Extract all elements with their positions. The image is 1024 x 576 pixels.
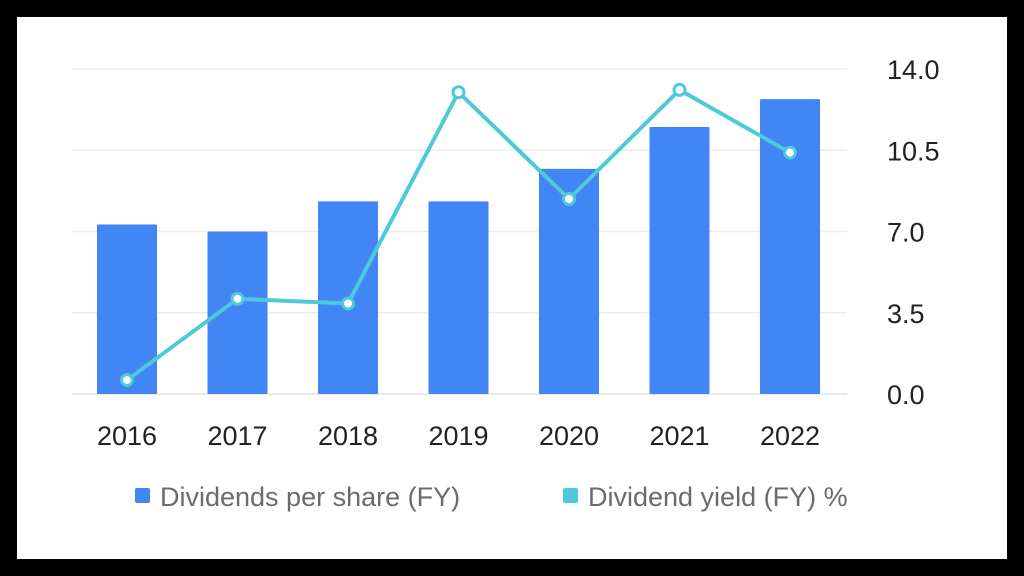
y-tick-label: 7.0 — [887, 218, 925, 248]
x-tick-label: 2021 — [649, 421, 709, 451]
x-tick-label: 2016 — [97, 421, 157, 451]
bars — [97, 99, 820, 395]
bar-2020[interactable] — [539, 168, 599, 394]
y-tick-label: 14.0 — [887, 55, 940, 85]
y-axis-ticks: 0.0 3.5 7.0 10.5 14.0 — [887, 55, 940, 410]
y-tick-label: 3.5 — [887, 299, 925, 329]
yield-point-2016[interactable] — [120, 373, 134, 388]
x-tick-label: 2020 — [539, 421, 599, 451]
x-tick-label: 2017 — [207, 421, 267, 451]
bar-2021[interactable] — [649, 127, 710, 395]
legend-label-dividends: Dividends per share (FY) — [160, 482, 460, 512]
yield-point-2018[interactable] — [341, 296, 355, 311]
bar-2016[interactable] — [97, 224, 157, 394]
x-axis-ticks: 2016 2017 2018 2019 2020 2021 2022 — [97, 421, 820, 451]
chart-svg: 0.03.57.010.514.0 2016 2017 2018 2019 2020 20… — [72, 55, 940, 512]
bar-2022[interactable] — [760, 99, 820, 394]
y-tick-label: 10.5 — [887, 136, 940, 166]
x-tick-label: 2022 — [760, 421, 820, 451]
yield-point-2019[interactable] — [451, 85, 466, 100]
legend-item-yield[interactable]: Dividend yield (FY) % — [563, 482, 848, 512]
x-tick-label: 2018 — [318, 421, 378, 451]
bar-2019[interactable] — [428, 201, 489, 394]
legend-item-dividends[interactable]: Dividends per share (FY) — [135, 482, 460, 512]
yield-point-2022[interactable] — [783, 145, 797, 160]
yield-points — [120, 82, 797, 388]
yield-point-2020[interactable] — [562, 192, 576, 206]
y-tick-label: 0.0 — [887, 380, 925, 410]
chart-frame: 0.0 3.5 7.0 10.5 14.0 2016 2017 2018 2019 2020 20… — [17, 17, 1007, 559]
legend-swatch-dividends — [135, 488, 150, 503]
bar-2017[interactable] — [207, 231, 268, 395]
legend-label-yield: Dividend yield (FY) % — [588, 482, 848, 512]
legend-swatch-yield — [563, 488, 578, 503]
yield-point-2017[interactable] — [230, 291, 245, 306]
yield-point-2021[interactable] — [672, 82, 687, 97]
x-tick-label: 2019 — [428, 421, 488, 451]
legend: Dividends per share (FY) Dividend yield … — [135, 482, 848, 512]
